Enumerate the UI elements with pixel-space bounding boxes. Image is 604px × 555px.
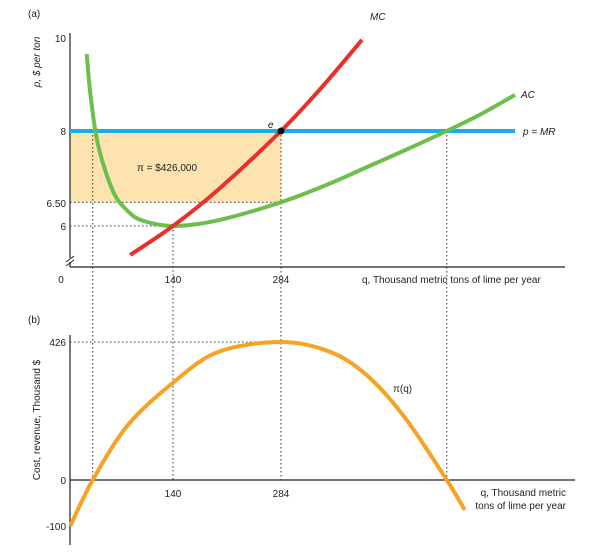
equilibrium-point xyxy=(277,127,285,135)
panel-b-label: (b) xyxy=(28,315,40,326)
x-tick-140: 140 xyxy=(165,275,182,286)
y-tick-6.50: 6.50 xyxy=(47,199,67,210)
x-tick-284-b: 284 xyxy=(273,489,290,500)
y-tick-426: 426 xyxy=(49,338,66,349)
profit-curve-label: π(q) xyxy=(393,384,412,395)
ac-curve xyxy=(84,53,516,229)
panel-a-ylabel: p, $ per ton xyxy=(32,36,43,88)
y-tick-10: 10 xyxy=(55,34,67,45)
x-tick-140-b: 140 xyxy=(165,489,182,500)
y-tick-8: 8 xyxy=(60,127,66,138)
y-tick-0: 0 xyxy=(60,476,66,487)
panel-b-xlabel-line2: tons of lime per year xyxy=(475,501,566,512)
mc-curve xyxy=(129,38,364,257)
y-tick-6: 6 xyxy=(60,222,66,233)
panel-a-xlabel: q, Thousand metric tons of lime per year xyxy=(362,275,541,286)
profit-area-label: π = $426,000 xyxy=(137,163,197,174)
panel-b-ylabel: Cost, revenue, Thousand $ xyxy=(32,359,43,480)
ac-label: AC xyxy=(520,90,536,101)
mc-label: MC xyxy=(370,12,386,23)
x-tick-284: 284 xyxy=(273,275,290,286)
y-tick-minus-100: -100 xyxy=(46,522,66,533)
profit-curve xyxy=(68,339,467,527)
panel-b-xlabel-line1: q, Thousand metric xyxy=(481,488,566,499)
x-tick-0: 0 xyxy=(58,275,64,286)
panel-a-label: (a) xyxy=(28,9,40,20)
mr-label: p = MR xyxy=(522,127,556,138)
equilibrium-label: e xyxy=(268,120,274,131)
